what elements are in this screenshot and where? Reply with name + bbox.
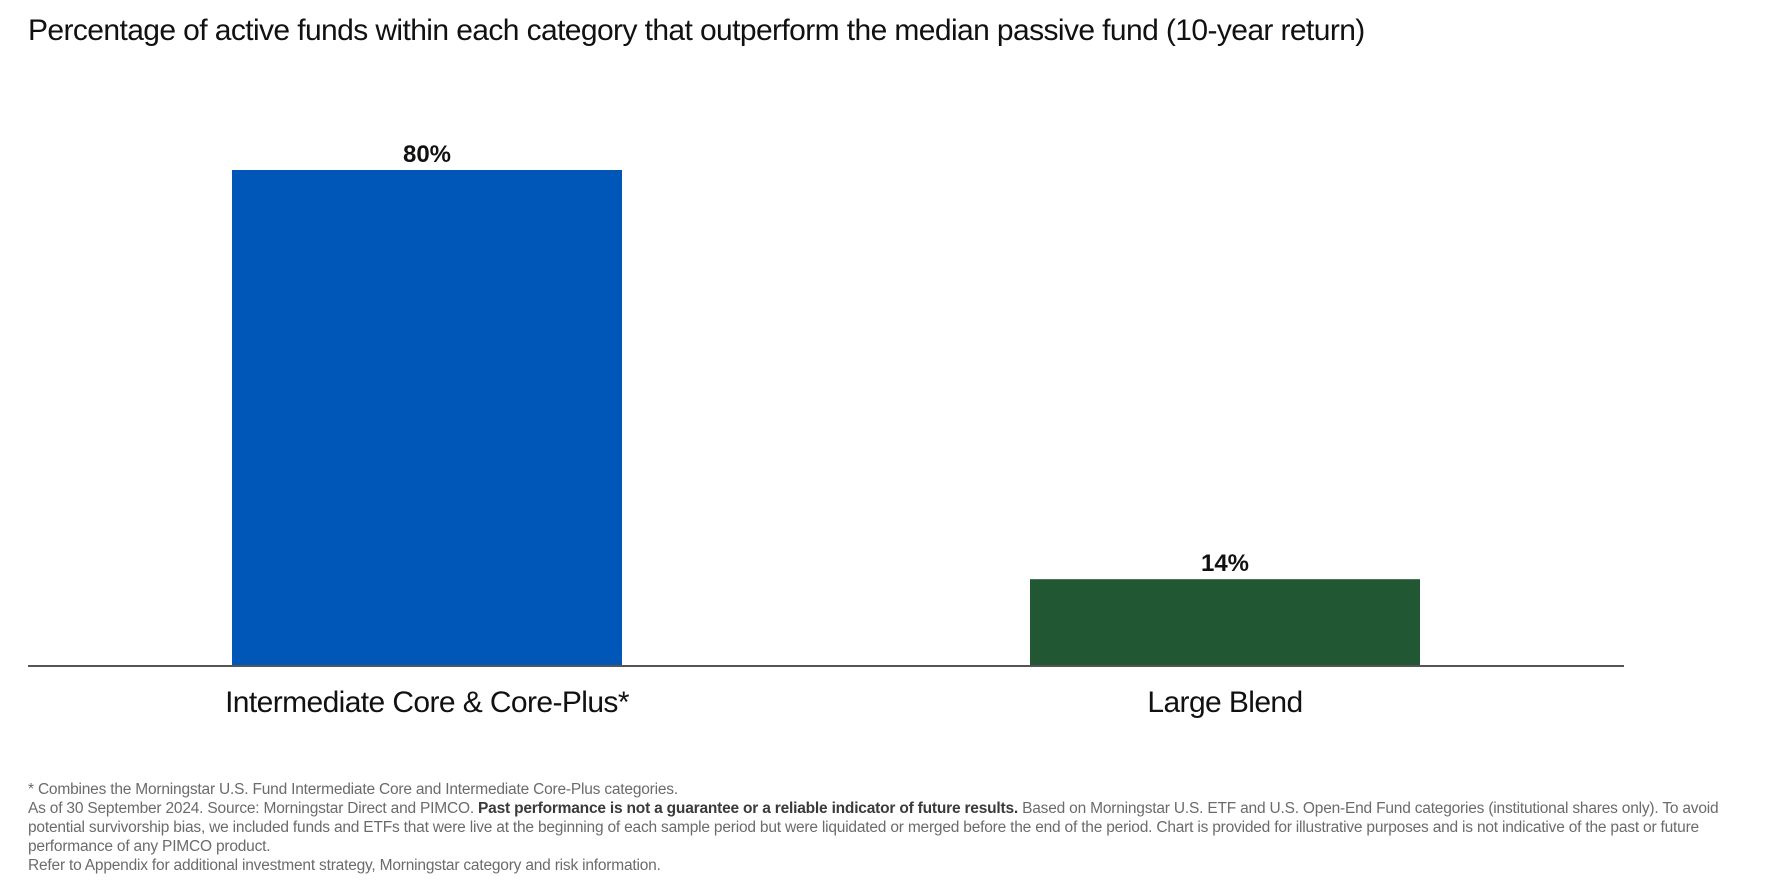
bar-chart: 80% Intermediate Core & Core-Plus* 14% Larg… xyxy=(28,141,1624,719)
data-label-intermediate-core-core-plus: 80% xyxy=(403,141,451,168)
source-details: Based on Morningstar U.S. ETF and U.S. O… xyxy=(28,800,1719,855)
performance-disclaimer: Past performance is not a guarantee or a… xyxy=(478,800,1019,817)
appendix-footnote: Refer to Appendix for additional investm… xyxy=(28,857,661,874)
chart-title: Percentage of active funds within each c… xyxy=(28,14,1365,47)
category-label-intermediate-core-core-plus: Intermediate Core & Core-Plus* xyxy=(225,686,630,719)
category-label-large-blend: Large Blend xyxy=(1147,686,1302,719)
source-footnote: As of 30 September 2024. Source: Morning… xyxy=(28,799,1758,856)
bar-large-blend xyxy=(1030,579,1420,666)
source-prefix: As of 30 September 2024. Source: Morning… xyxy=(28,800,474,817)
bar-intermediate-core-core-plus xyxy=(232,170,622,666)
footnotes: * Combines the Morningstar U.S. Fund Int… xyxy=(28,780,1758,875)
asterisk-footnote: * Combines the Morningstar U.S. Fund Int… xyxy=(28,781,678,798)
data-label-large-blend: 14% xyxy=(1201,550,1249,577)
